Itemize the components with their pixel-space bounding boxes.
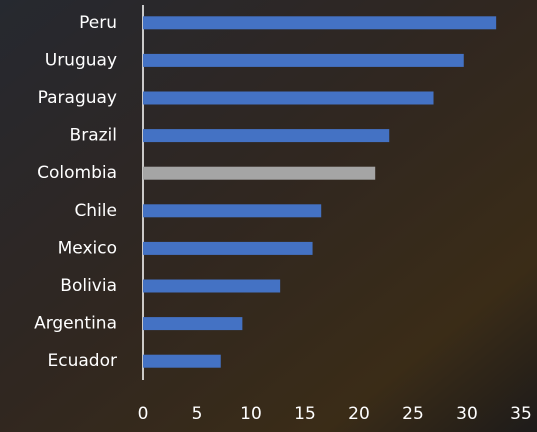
bar: [143, 129, 390, 143]
bar: [143, 279, 281, 293]
bar: [143, 91, 434, 105]
y-tick-label: Chile: [74, 201, 117, 221]
x-tick-label: 25: [402, 404, 424, 424]
y-tick-label: Mexico: [58, 238, 117, 258]
y-tick-label: Paraguay: [38, 88, 117, 108]
bar: [143, 241, 313, 255]
y-tick-label: Colombia: [37, 163, 117, 183]
y-tick-label: Brazil: [70, 126, 117, 146]
x-tick-label: 15: [294, 404, 316, 424]
x-tick-label: 30: [456, 404, 478, 424]
bar: [143, 354, 221, 368]
x-tick-label: 35: [510, 404, 532, 424]
bar: [143, 16, 497, 30]
y-tick-label: Uruguay: [45, 50, 117, 70]
x-tick-label: 10: [240, 404, 262, 424]
x-tick-label: 5: [192, 404, 203, 424]
y-tick-label: Argentina: [34, 314, 117, 334]
y-tick-label: Bolivia: [60, 276, 117, 296]
x-tick-label: 20: [348, 404, 370, 424]
y-tick-label: Peru: [79, 13, 117, 33]
x-tick-label: 0: [138, 404, 149, 424]
bar: [143, 53, 464, 67]
bar: [143, 204, 322, 218]
bar: [143, 317, 243, 331]
bar: [143, 166, 376, 180]
y-tick-label: Ecuador: [48, 351, 117, 371]
